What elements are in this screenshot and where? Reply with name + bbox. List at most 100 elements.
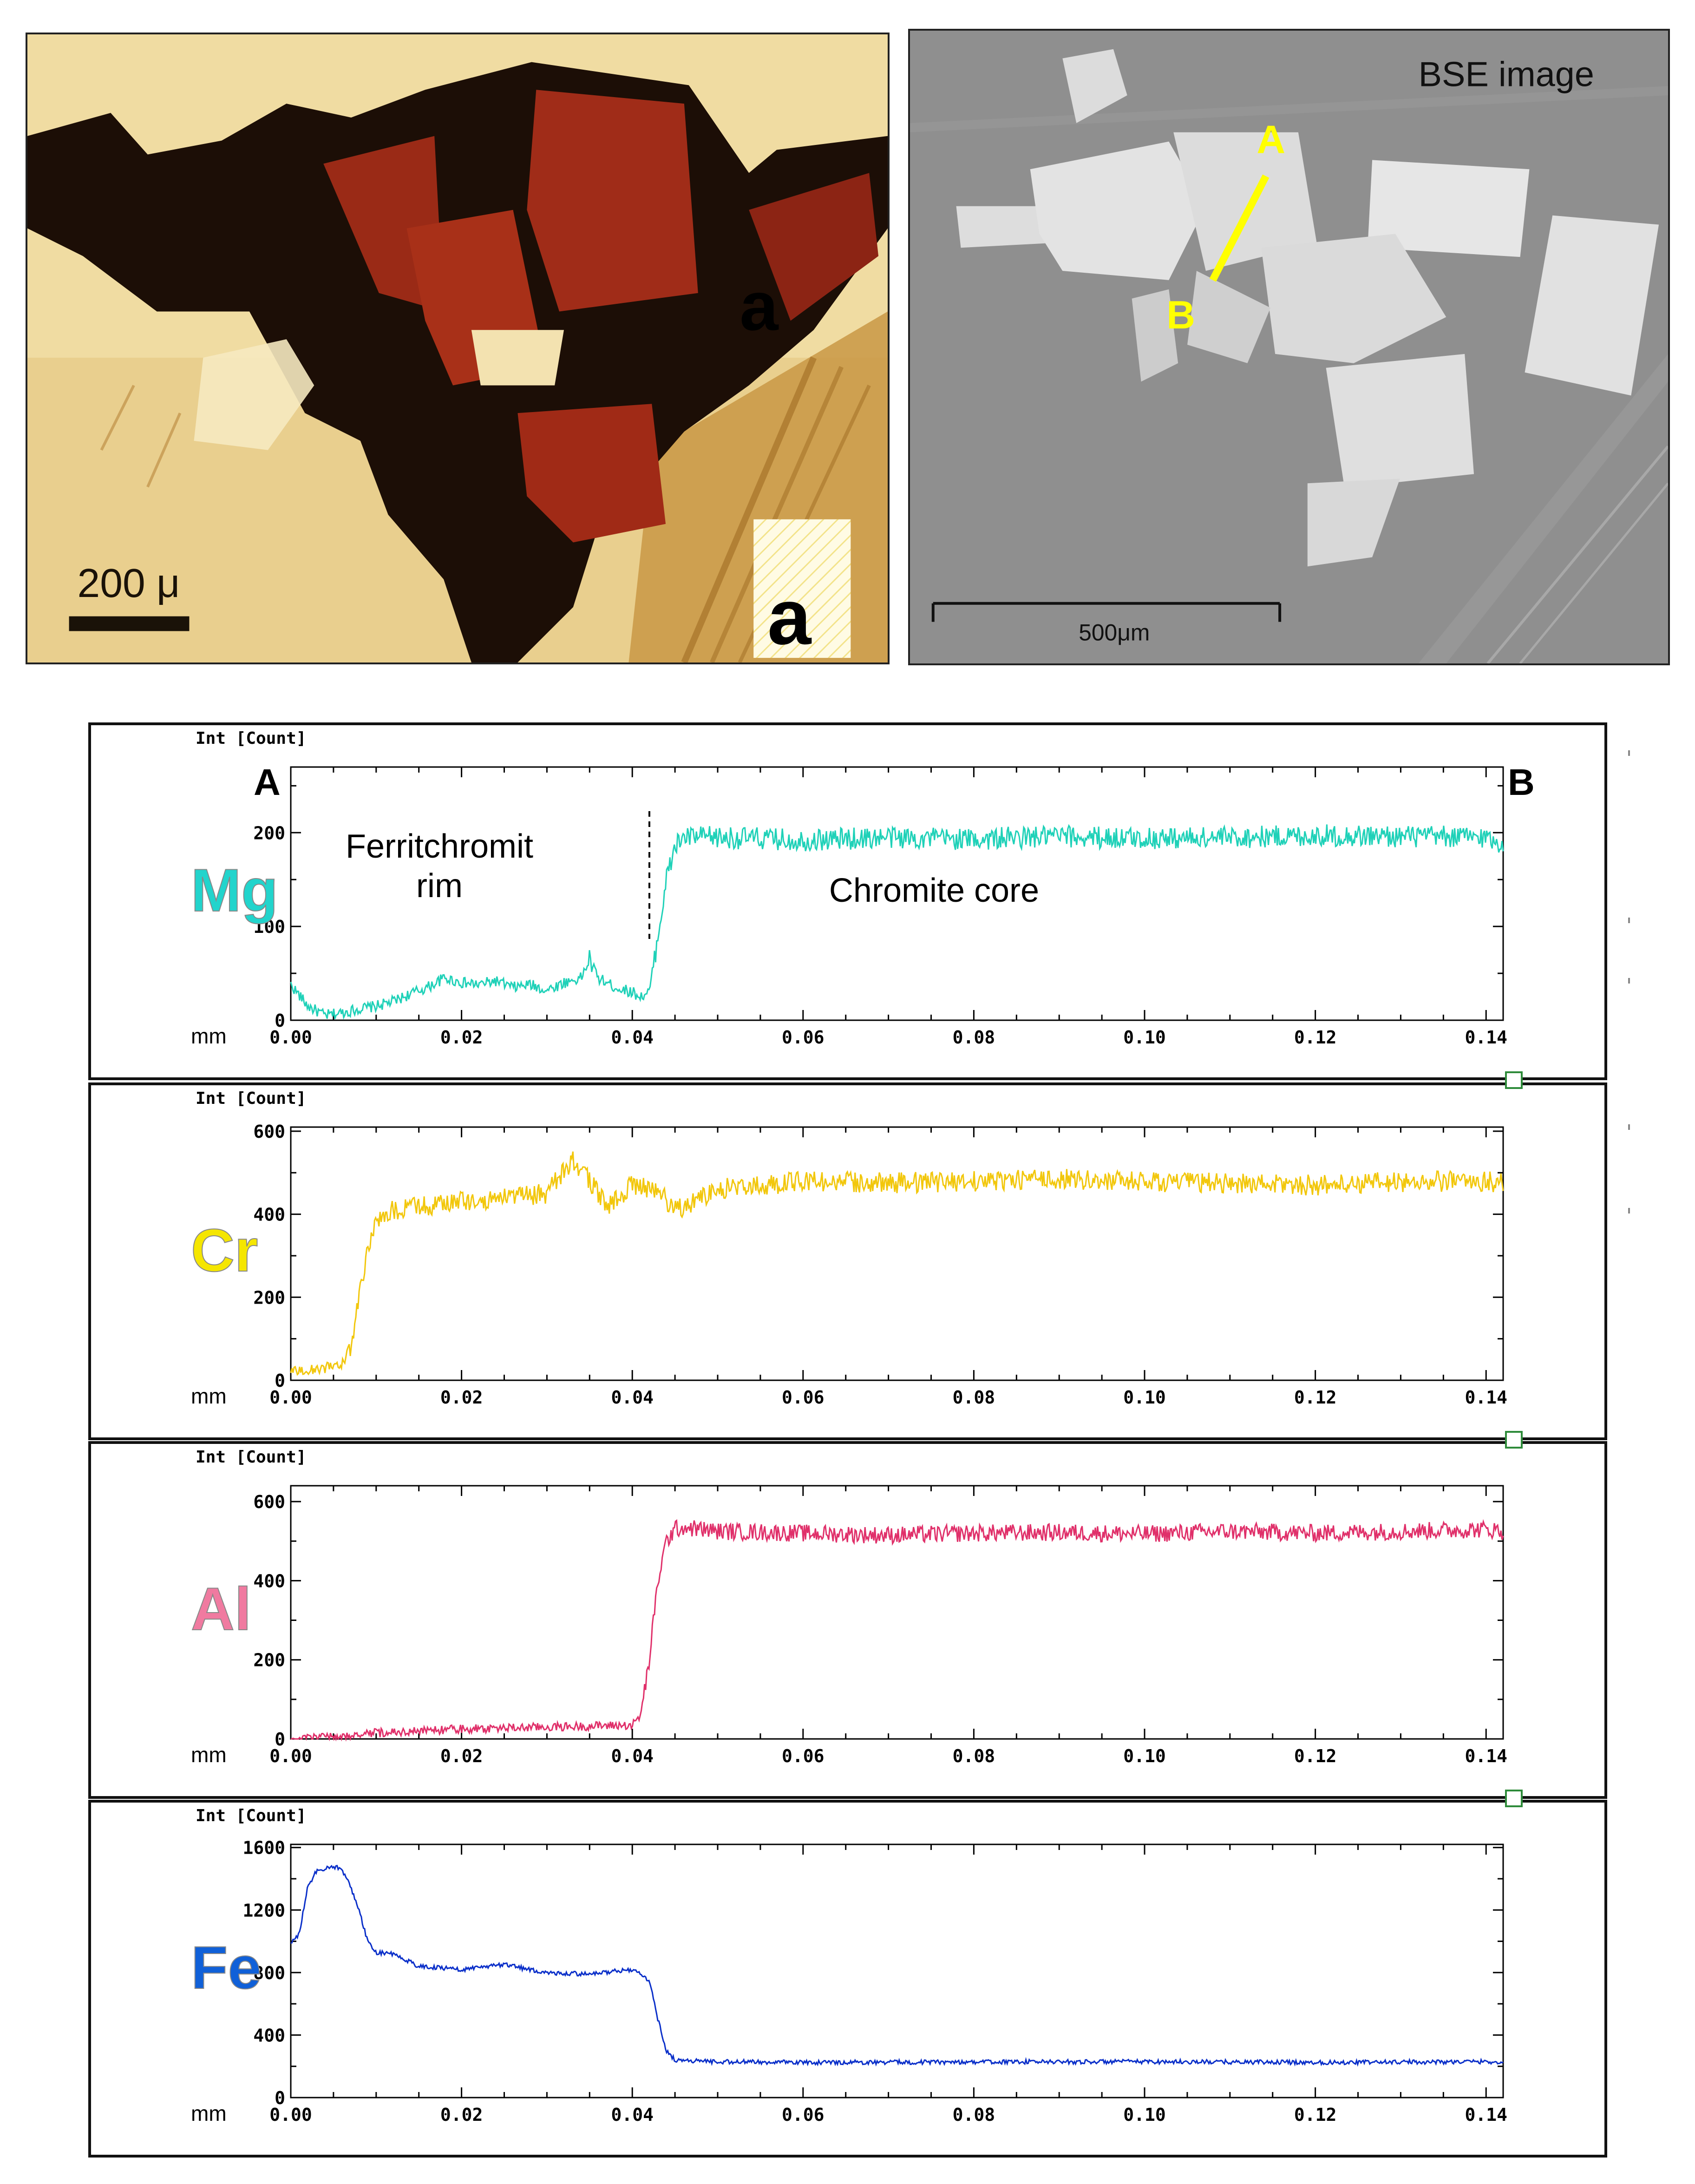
element-label: Cr	[191, 1216, 258, 1284]
al-profile-chart: 0.00 0.02 0.04 0.06 0.08 0.10 0.12 0.14 0 200 400 6…	[190, 1448, 1507, 1767]
annotation-core-label: Chromite core	[829, 872, 1039, 909]
y-axis-label: Int [Count]	[196, 1448, 306, 1467]
optical-scale-bar	[69, 616, 190, 631]
al-profile-panel: 0.00 0.02 0.04 0.06 0.08 0.10 0.12 0.14 0 200 400 6…	[88, 1441, 1607, 1799]
x-tick-label: 0.08	[953, 1746, 995, 1766]
plot-frame	[290, 766, 1504, 1021]
cr-profile-chart: 0.00 0.02 0.04 0.06 0.08 0.10 0.12 0.14 0 200 400 6…	[190, 1089, 1507, 1408]
x-tick-label: 0.12	[1294, 1027, 1337, 1048]
mg-profile-chart: 0.00 0.02 0.04 0.06 0.08 0.10 0.12 0.14 0 100 200 I…	[190, 729, 1535, 1048]
y-tick-label: 0	[275, 2088, 285, 2108]
y-tick-label: 400	[253, 1571, 285, 1591]
optical-micrograph-image: 200 μ a a	[27, 34, 888, 662]
data-line	[290, 1864, 1504, 2067]
y-tick-label: 200	[253, 823, 285, 843]
y-axis-label: Int [Count]	[196, 1089, 306, 1108]
x-tick-label: 0.00	[269, 1746, 312, 1766]
x-tick-label: 0.14	[1465, 1387, 1507, 1408]
bse-scale-label: 500μm	[1079, 619, 1150, 645]
x-tick-label: 0.02	[440, 1027, 483, 1048]
x-tick-label: 0.04	[611, 1027, 654, 1048]
bse-point-a: A	[1257, 118, 1285, 162]
x-tick-label: 0.00	[269, 1027, 312, 1048]
optical-corner-label: a	[767, 573, 812, 661]
fe-profile-chart: 0.00 0.02 0.04 0.06 0.08 0.10 0.12 0.14 0 400 800 1…	[190, 1806, 1507, 2125]
y-axis-label: Int [Count]	[196, 729, 306, 748]
y-tick-label: 400	[253, 2025, 285, 2046]
y-tick-label: 0	[275, 1729, 285, 1750]
bse-caption: BSE image	[1419, 55, 1594, 94]
x-axis-label: mm	[191, 1384, 227, 1408]
x-tick-label: 0.00	[269, 1387, 312, 1408]
x-tick-label: 0.14	[1465, 2105, 1507, 2125]
x-tick-label: 0.14	[1465, 1027, 1507, 1048]
fe-profile-panel: 0.00 0.02 0.04 0.06 0.08 0.10 0.12 0.14 0 400 800 1…	[88, 1800, 1607, 2158]
y-tick-label: 600	[253, 1122, 285, 1142]
panel-marker	[1505, 1790, 1523, 1807]
cr-profile-panel: 0.00 0.02 0.04 0.06 0.08 0.10 0.12 0.14 0 200 400 6…	[88, 1082, 1607, 1440]
x-axis-label: mm	[191, 2101, 227, 2125]
x-tick-label: 0.04	[611, 1387, 654, 1408]
annotation-rim-label: rim	[416, 867, 463, 905]
x-tick-label: 0.06	[782, 1387, 825, 1408]
annotation-rim-label: Ferritchromit	[346, 828, 533, 865]
x-tick-label: 0.10	[1123, 2105, 1166, 2125]
plot-frame	[290, 1843, 1504, 2099]
y-tick-label: 200	[253, 1287, 285, 1308]
optical-scale-label: 200 μ	[78, 560, 180, 606]
y-tick-label: 0	[275, 1371, 285, 1391]
edge-tick	[1628, 978, 1630, 984]
x-axis-label: mm	[191, 1743, 227, 1767]
y-tick-label: 400	[253, 1205, 285, 1225]
data-line	[290, 824, 1504, 1020]
bse-image-picture: A B BSE image 500μm	[910, 31, 1668, 663]
element-label: Mg	[191, 856, 278, 924]
plot-frame	[290, 1485, 1504, 1740]
edge-tick	[1628, 750, 1630, 756]
x-axis-label: mm	[191, 1024, 227, 1048]
edge-tick	[1628, 918, 1630, 923]
x-tick-label: 0.10	[1123, 1027, 1166, 1048]
optical-corner-box	[753, 519, 851, 658]
bse-point-b: B	[1166, 293, 1195, 337]
element-label: Al	[191, 1575, 251, 1643]
x-tick-label: 0.12	[1294, 1746, 1337, 1766]
x-tick-label: 0.00	[269, 2105, 312, 2125]
panel-marker	[1505, 1071, 1523, 1089]
plot-frame	[290, 1126, 1504, 1381]
x-tick-label: 0.14	[1465, 1746, 1507, 1766]
optical-grain-label: a	[740, 267, 779, 345]
x-tick-label: 0.12	[1294, 1387, 1337, 1408]
x-tick-label: 0.08	[953, 2105, 995, 2125]
x-tick-label: 0.04	[611, 1746, 654, 1766]
x-tick-label: 0.12	[1294, 2105, 1337, 2125]
x-tick-label: 0.06	[782, 1027, 825, 1048]
y-tick-label: 200	[253, 1650, 285, 1671]
element-label: Fe	[191, 1934, 262, 2001]
x-tick-label: 0.08	[953, 1387, 995, 1408]
y-tick-label: 1200	[242, 1900, 285, 1921]
x-tick-label: 0.02	[440, 1387, 483, 1408]
y-tick-label: 1600	[242, 1838, 285, 1858]
x-tick-label: 0.06	[782, 1746, 825, 1766]
x-tick-label: 0.10	[1123, 1387, 1166, 1408]
data-line	[290, 1151, 1504, 1376]
bse-image: A B BSE image 500μm	[908, 29, 1670, 665]
profile-line	[1209, 174, 1270, 282]
x-tick-label: 0.02	[440, 1746, 483, 1766]
y-tick-label: 600	[253, 1492, 285, 1512]
x-tick-label: 0.02	[440, 2105, 483, 2125]
y-tick-label: 100	[253, 917, 285, 937]
mg-profile-panel: 0.00 0.02 0.04 0.06 0.08 0.10 0.12 0.14 0 100 200 I…	[88, 722, 1607, 1080]
y-axis-label: Int [Count]	[196, 1806, 306, 1825]
edge-tick	[1628, 1208, 1630, 1213]
profile-start-label: A	[254, 761, 281, 803]
x-tick-label: 0.10	[1123, 1746, 1166, 1766]
y-tick-label: 0	[275, 1010, 285, 1031]
edge-tick	[1628, 1124, 1630, 1130]
x-tick-label: 0.06	[782, 2105, 825, 2125]
y-tick-label: 800	[253, 1963, 285, 1983]
profile-end-label: B	[1508, 761, 1535, 803]
x-tick-label: 0.08	[953, 1027, 995, 1048]
data-line	[291, 1519, 1504, 1742]
